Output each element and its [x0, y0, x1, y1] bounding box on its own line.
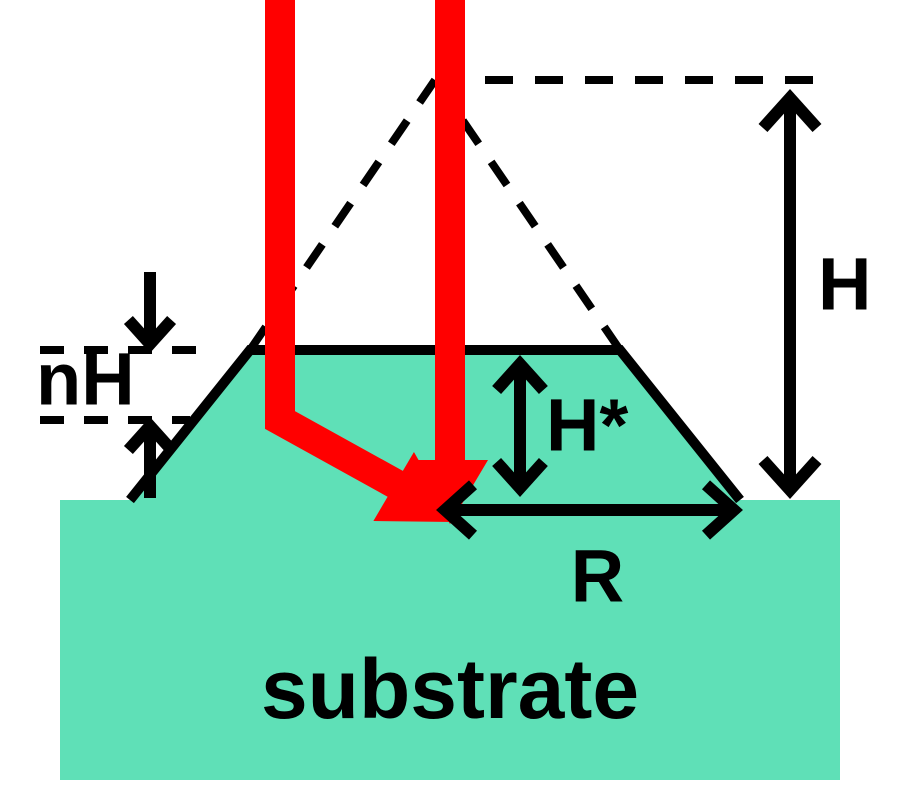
- label-Hstar: H*: [546, 384, 628, 467]
- label-substrate: substrate: [261, 642, 639, 736]
- label-H: H: [818, 243, 871, 326]
- label-R: R: [571, 535, 624, 618]
- label-nH: nH: [36, 338, 135, 421]
